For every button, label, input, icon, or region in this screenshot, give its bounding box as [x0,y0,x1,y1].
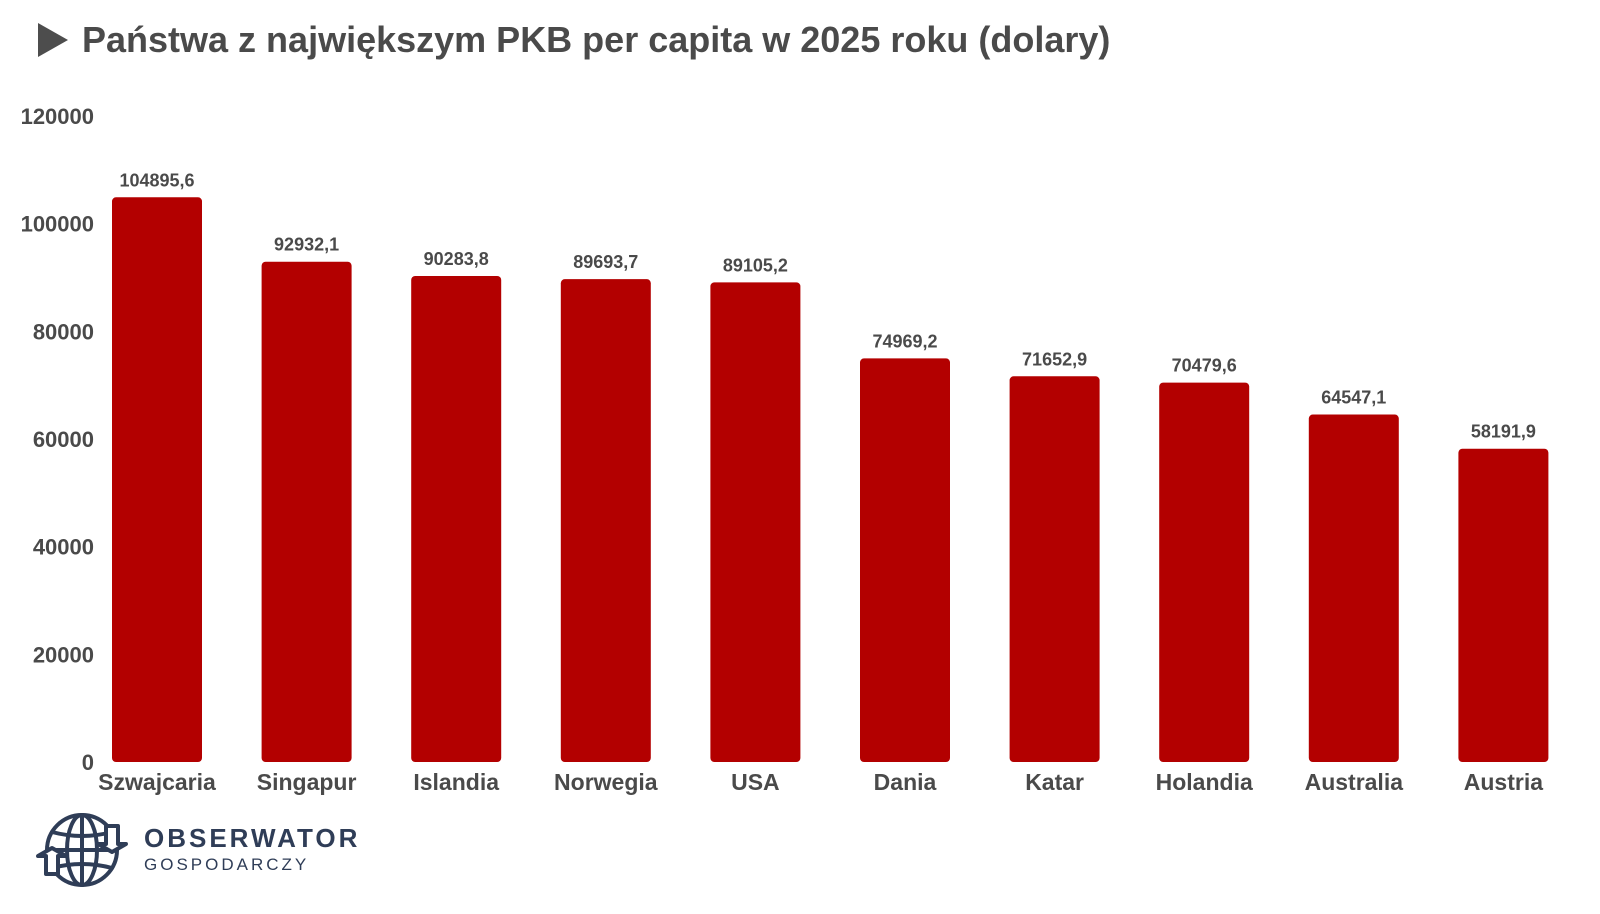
logo: OBSERWATOR GOSPODARCZY [34,808,360,892]
x-tick-label-islandia: Islandia [413,769,499,795]
x-tick-label-usa: USA [731,769,780,795]
chart-header: Państwa z największym PKB per capita w 2… [38,14,1110,66]
globe-icon [36,813,128,887]
bar-australia [1308,414,1399,762]
bar-szwajcaria [112,197,202,763]
logo-subtitle: GOSPODARCZY [144,855,310,874]
data-label-singapur: 92932,1 [274,235,339,255]
data-label-szwajcaria: 104895,6 [119,170,194,190]
bars [112,197,1549,763]
data-label-islandia: 90283,8 [424,249,489,269]
x-tick-label-norwegia: Norwegia [554,769,658,795]
y-tick-label: 20000 [33,642,94,667]
chart-title: Państwa z największym PKB per capita w 2… [82,19,1111,60]
data-label-holandia: 70479,6 [1172,356,1237,376]
play-triangle-icon [38,23,68,57]
data-label-norwegia: 89693,7 [573,252,638,272]
bar-dania [860,358,950,762]
y-tick-label: 0 [82,750,94,775]
bar-norwegia [560,279,651,762]
bar-singapur [261,261,352,762]
data-label-australia: 64547,1 [1321,388,1386,408]
bar-usa [710,282,801,762]
x-tick-label-australia: Australia [1305,769,1404,795]
bar-chart: 0 20000 40000 60000 80000 100000 120000 104895… [21,104,1549,795]
data-label-usa: 89105,2 [723,255,788,275]
x-tick-label-holandia: Holandia [1156,769,1253,795]
data-label-katar: 71652,9 [1022,349,1087,369]
x-axis: Szwajcaria Singapur Islandia Norwegia USA Dan… [98,769,1543,795]
data-labels: 104895,6 92932,1 90283,8 89693,7 89105,2 7496… [119,170,1535,441]
y-tick-label: 60000 [33,427,94,452]
y-tick-label: 100000 [21,212,94,237]
x-tick-label-dania: Dania [874,769,937,795]
data-label-austria: 58191,9 [1471,422,1536,442]
bar-austria [1458,448,1549,762]
x-tick-label-austria: Austria [1464,769,1543,795]
x-tick-label-szwajcaria: Szwajcaria [98,769,216,795]
bar-katar [1009,376,1100,762]
bar-holandia [1159,382,1250,762]
logo-name: OBSERWATOR [144,823,361,853]
y-tick-label: 40000 [33,535,94,560]
bar-islandia [411,275,502,762]
y-tick-label: 80000 [33,319,94,344]
data-label-dania: 74969,2 [872,331,937,351]
x-tick-label-katar: Katar [1025,769,1084,795]
y-tick-label: 120000 [21,104,94,129]
y-axis: 0 20000 40000 60000 80000 100000 120000 [21,104,94,775]
x-tick-label-singapur: Singapur [257,769,357,795]
logo-text: OBSERWATOR GOSPODARCZY [144,823,360,877]
